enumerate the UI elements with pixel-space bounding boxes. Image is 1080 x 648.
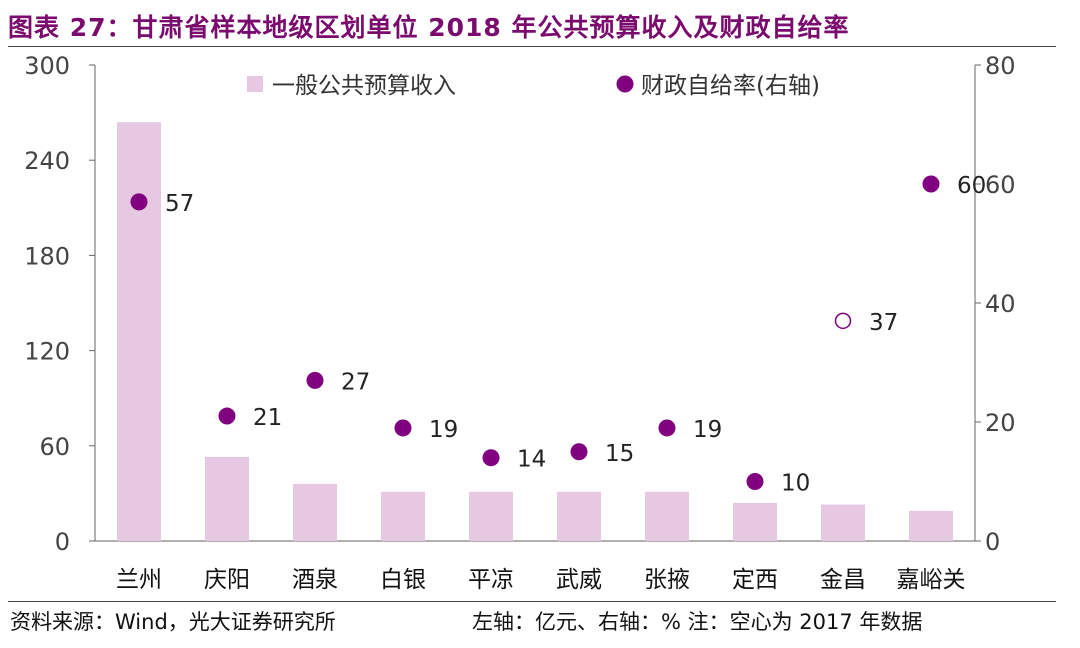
x-tick-label: 白银 bbox=[380, 567, 426, 593]
point bbox=[306, 371, 324, 389]
point bbox=[570, 443, 588, 461]
y-left-tick-label: 300 bbox=[24, 52, 70, 80]
axis-note-text: 左轴：亿元、右轴：% 注：空心为 2017 年数据 bbox=[472, 610, 923, 634]
point bbox=[130, 193, 148, 211]
legend-point-swatch bbox=[616, 75, 634, 93]
y-right-tick-label: 60 bbox=[985, 171, 1016, 199]
data-label: 14 bbox=[517, 447, 546, 473]
point bbox=[658, 419, 676, 437]
chart-title: 图表 27：甘肃省样本地级区划单位 2018 年公共预算收入及财政自给率 bbox=[8, 13, 850, 42]
y-left-tick-label: 120 bbox=[24, 338, 70, 366]
source-text: 资料来源：Wind，光大证券研究所 bbox=[10, 610, 336, 634]
point bbox=[922, 175, 940, 193]
x-tick-label: 金昌 bbox=[820, 567, 866, 593]
bar bbox=[469, 491, 513, 541]
y-left-tick-label: 0 bbox=[55, 528, 70, 556]
bar bbox=[557, 491, 601, 541]
data-label: 21 bbox=[253, 405, 282, 431]
x-tick-label: 酒泉 bbox=[292, 567, 338, 593]
bar bbox=[909, 510, 953, 541]
x-tick-label: 庆阳 bbox=[204, 567, 250, 593]
data-label: 19 bbox=[693, 417, 722, 443]
legend-bar-label: 一般公共预算收入 bbox=[272, 73, 456, 99]
x-tick-label: 平凉 bbox=[468, 567, 514, 593]
legend-bar-swatch bbox=[247, 76, 263, 92]
y-left-tick-label: 180 bbox=[24, 242, 70, 270]
point bbox=[218, 407, 236, 425]
data-label: 60 bbox=[957, 173, 986, 199]
chart: 0 60 120 180 240 300 0 20 40 60 80 兰州 庆阳 酒泉 白银 平凉 武威 张掖 定西… bbox=[24, 52, 1016, 593]
bar bbox=[645, 491, 689, 541]
title-rule bbox=[8, 46, 1056, 47]
y-right-tick-label: 0 bbox=[985, 528, 1000, 556]
data-label: 57 bbox=[165, 191, 194, 217]
legend-point-label: 财政自给率(右轴) bbox=[641, 73, 820, 99]
footer-rule bbox=[8, 601, 1056, 602]
bar bbox=[821, 504, 865, 541]
point bbox=[394, 419, 412, 437]
x-tick-label: 兰州 bbox=[116, 567, 162, 593]
x-tick-label: 嘉峪关 bbox=[897, 567, 966, 593]
data-label: 37 bbox=[869, 310, 898, 336]
y-right-tick-label: 40 bbox=[985, 290, 1016, 318]
bar bbox=[293, 483, 337, 541]
x-tick-label: 张掖 bbox=[644, 567, 690, 593]
bar bbox=[117, 122, 161, 542]
y-left-tick-label: 60 bbox=[39, 433, 70, 461]
bar bbox=[381, 491, 425, 541]
bar bbox=[205, 456, 249, 541]
data-label: 19 bbox=[429, 417, 458, 443]
y-right-tick-label: 20 bbox=[985, 409, 1016, 437]
data-label: 15 bbox=[605, 441, 634, 467]
data-label: 27 bbox=[341, 369, 370, 395]
bar bbox=[733, 502, 777, 541]
point bbox=[482, 449, 500, 467]
point bbox=[746, 473, 764, 490]
point-hollow bbox=[834, 312, 852, 330]
x-tick-label: 武威 bbox=[556, 567, 602, 593]
y-left-tick-label: 240 bbox=[24, 147, 70, 175]
y-right-tick-label: 80 bbox=[985, 52, 1016, 80]
data-label: 10 bbox=[781, 471, 810, 497]
x-tick-label: 定西 bbox=[732, 567, 778, 593]
